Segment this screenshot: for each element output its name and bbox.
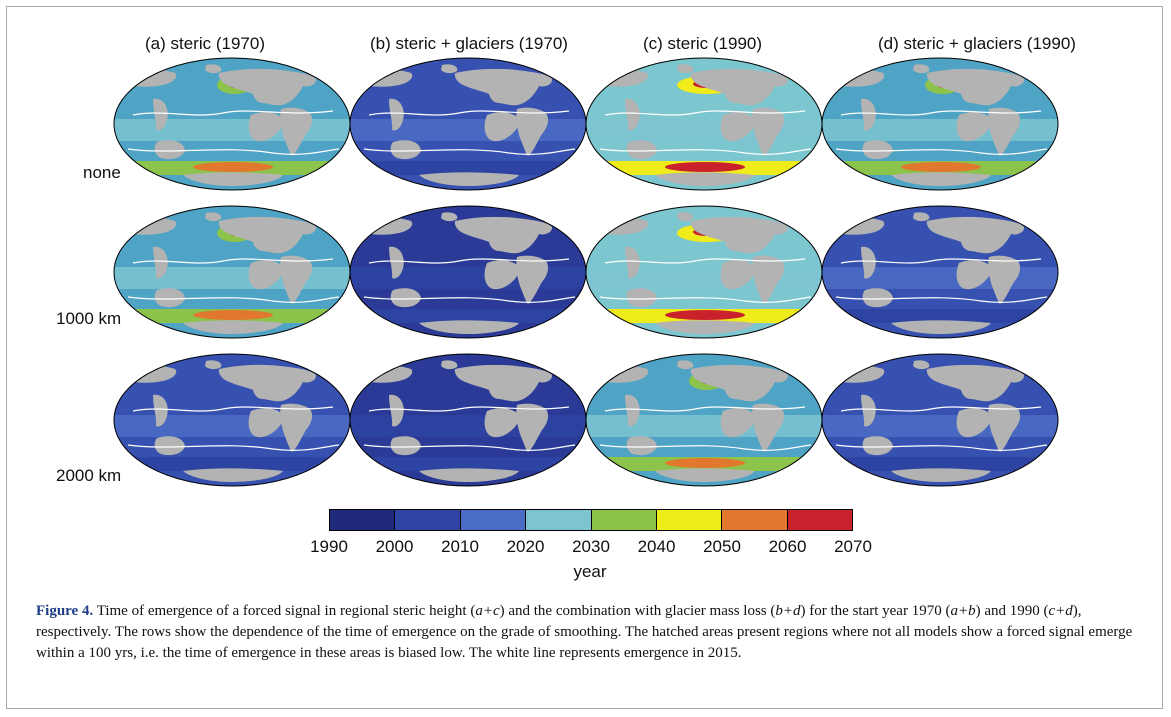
figure-caption: Figure 4. Time of emergence of a forced … [36, 601, 1136, 664]
ocean-map [349, 205, 587, 339]
colorbar-segment [787, 510, 852, 530]
ocean-map [113, 205, 351, 339]
ocean-map [821, 353, 1059, 487]
colorbar-segment [526, 510, 592, 530]
colorbar-tick: 2040 [637, 537, 676, 556]
colorbar-segment [656, 510, 723, 530]
colorbar-tick: 2070 [834, 537, 872, 556]
figure-frame [6, 6, 1163, 709]
colorbar-segment [460, 510, 527, 530]
colorbar-tick: 2000 [375, 537, 414, 556]
colorbar-tick: 2060 [768, 537, 807, 556]
caption-text: a+b [950, 603, 976, 619]
caption-text: Time of emergence of a forced signal in … [93, 603, 476, 619]
column-title-c: (c) steric (1990) [643, 34, 763, 53]
colorbar-segment [591, 510, 657, 530]
caption-text: ) and the combination with glacier mass … [499, 603, 776, 619]
ocean-map [821, 205, 1059, 339]
ocean-map [349, 57, 587, 191]
caption-text: ) and 1990 ( [975, 603, 1049, 619]
colorbar-segment [722, 510, 788, 530]
ocean-map [821, 57, 1059, 191]
row-label-1000km: 1000 km [56, 309, 122, 328]
column-title-a: (a) steric (1970) [145, 34, 265, 53]
colorbar-tick: 2050 [703, 537, 741, 556]
caption-text: ) for the start year 1970 ( [800, 603, 951, 619]
ocean-map [349, 353, 587, 487]
caption-label: Figure 4. [36, 603, 94, 619]
ocean-map [585, 353, 823, 487]
column-title-b: (b) steric + glaciers (1970) [370, 34, 568, 53]
caption-text: a+c [475, 603, 500, 619]
colorbar-segment [395, 510, 461, 530]
row-label-2000km: 2000 km [56, 466, 122, 485]
colorbar [329, 509, 853, 531]
column-title-d: (d) steric + glaciers (1990) [878, 34, 1076, 53]
caption-text: c+d [1048, 603, 1073, 619]
ocean-map [113, 353, 351, 487]
colorbar-label: year [573, 562, 607, 581]
caption-text: b+d [775, 603, 801, 619]
colorbar-tick: 2030 [572, 537, 610, 556]
ocean-map [585, 205, 823, 339]
ocean-map [585, 57, 823, 191]
caption-text: ), respectively. The rows show the depen… [36, 603, 1133, 661]
colorbar-tick: 2020 [506, 537, 545, 556]
colorbar-segment [330, 510, 396, 530]
row-label-none: none [83, 163, 121, 182]
colorbar-tick: 1990 [310, 537, 348, 556]
ocean-map [113, 57, 351, 191]
colorbar-tick: 2010 [441, 537, 479, 556]
